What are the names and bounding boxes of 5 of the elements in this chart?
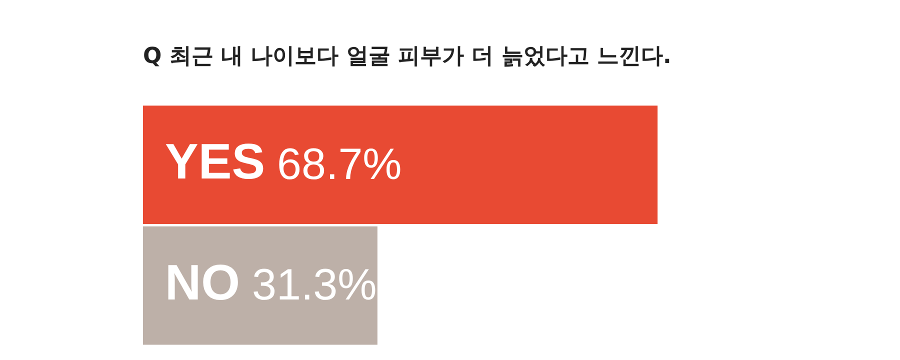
y-tick-label: YES: [165, 134, 266, 190]
data-label: 68.7%: [277, 140, 402, 189]
data-label: 31.3%: [252, 260, 377, 310]
y-tick-label: NO: [165, 254, 240, 310]
chart-title: Q 최근 내 나이보다 얼굴 피부가 더 늙었다고 느낀다.: [143, 44, 672, 69]
